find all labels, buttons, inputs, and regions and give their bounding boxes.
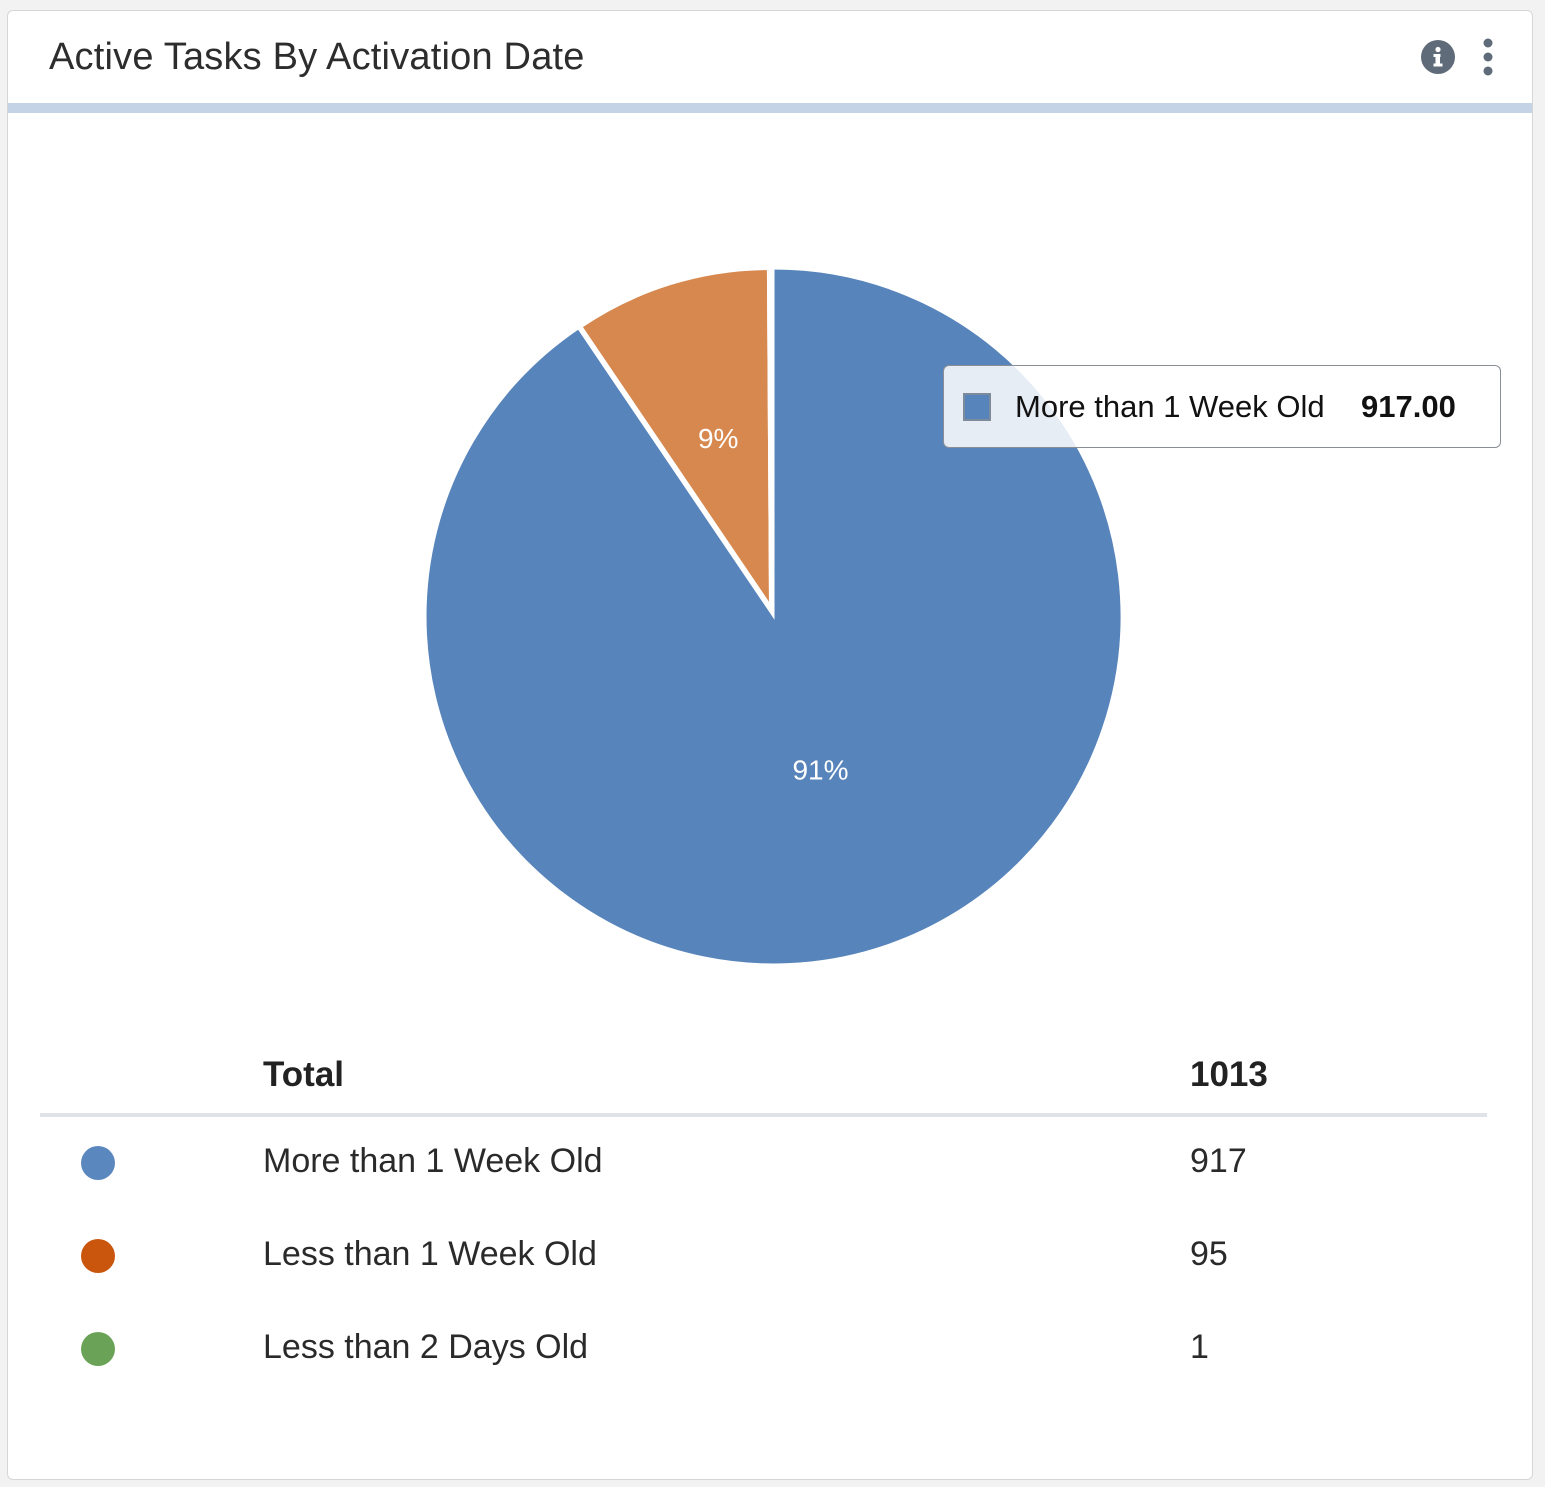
- widget-title: Active Tasks By Activation Date: [49, 36, 585, 78]
- pie-slice[interactable]: [580, 267, 772, 609]
- widget-header: Active Tasks By Activation Date: [8, 11, 1532, 113]
- pie-slice-label: 9%: [698, 423, 738, 454]
- legend-row[interactable]: Less than 1 Week Old 95: [40, 1216, 1487, 1308]
- legend-color-dot: [81, 1146, 115, 1180]
- pie-slice[interactable]: [766, 267, 771, 606]
- tooltip-swatch: [963, 393, 991, 421]
- legend-row[interactable]: Less than 2 Days Old 1: [40, 1309, 1487, 1401]
- widget-card: Active Tasks By Activation Date: [7, 10, 1533, 1480]
- legend-table: Total 1013 More than 1 Week Old 917 Less…: [40, 1035, 1487, 1435]
- legend-value: 95: [1190, 1235, 1228, 1273]
- legend-color-dot: [81, 1332, 115, 1366]
- total-value: 1013: [1190, 1055, 1268, 1094]
- chart-tooltip: More than 1 Week Old 917.00: [943, 365, 1501, 448]
- legend-label: Less than 2 Days Old: [263, 1328, 589, 1366]
- total-label: Total: [263, 1055, 345, 1094]
- legend-color-dot: [81, 1239, 115, 1273]
- more-vertical-icon[interactable]: [1477, 38, 1499, 76]
- pie-slice-label: 91%: [792, 755, 848, 786]
- tooltip-value: 917.00: [1361, 389, 1456, 424]
- legend-value: 1: [1190, 1328, 1209, 1366]
- info-circle-icon[interactable]: [1421, 40, 1455, 74]
- tooltip-series-label: More than 1 Week Old: [1015, 389, 1325, 424]
- legend-row[interactable]: More than 1 Week Old 917: [40, 1123, 1487, 1215]
- legend-value: 917: [1190, 1142, 1247, 1180]
- total-row: Total 1013: [40, 1035, 1487, 1117]
- legend-label: More than 1 Week Old: [263, 1142, 603, 1180]
- legend-label: Less than 1 Week Old: [263, 1235, 597, 1273]
